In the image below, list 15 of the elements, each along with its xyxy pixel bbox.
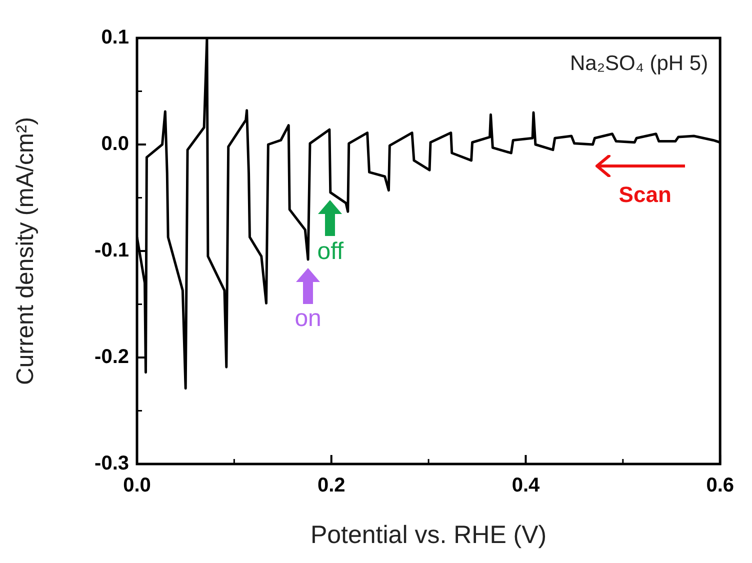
y-tick-label: -0.1 [94, 240, 129, 262]
x-tick-label: 0.0 [123, 474, 151, 497]
x-tick-label: 0.4 [512, 474, 541, 497]
annotation: Na₂SO₄ (pH 5) [570, 52, 708, 75]
annotation: off [317, 238, 344, 266]
y-tick-label: -0.3 [94, 452, 129, 475]
y-tick-label: 0.0 [101, 133, 129, 156]
annotation: Scan [618, 182, 672, 208]
y-tick-label: 0.1 [101, 26, 129, 49]
y-axis-title: Current density (mA/cm²) [12, 116, 40, 386]
x-tick-label: 0.2 [317, 474, 346, 497]
annotation: on [294, 305, 322, 332]
x-axis-title: Potential vs. RHE (V) [310, 520, 547, 549]
y-tick-label: -0.2 [94, 346, 129, 368]
x-tick-label: 0.6 [706, 474, 734, 497]
